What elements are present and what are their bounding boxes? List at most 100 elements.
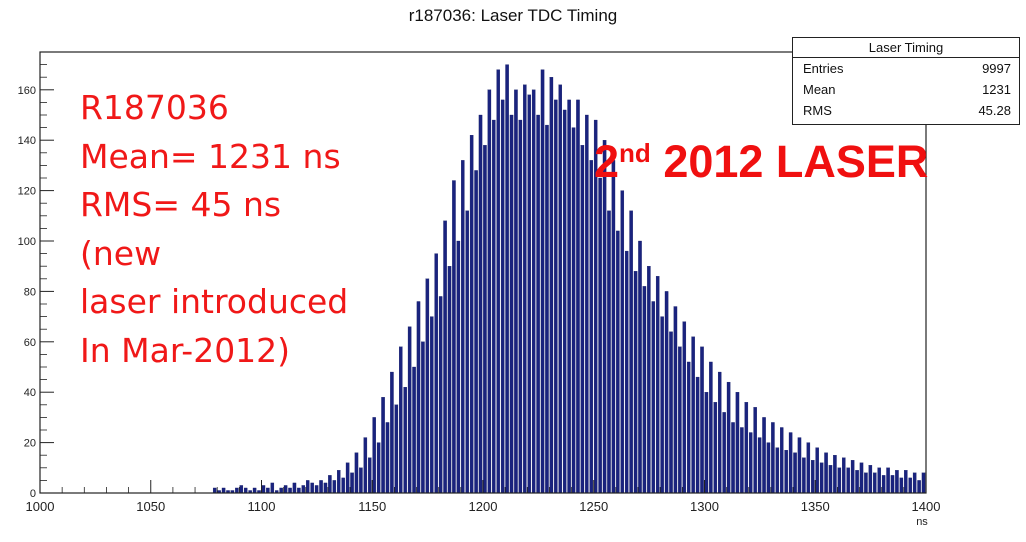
histogram-bar [514, 89, 518, 494]
x-axis-label: ns [916, 516, 928, 528]
histogram-bar [314, 485, 319, 494]
histogram-bar [917, 480, 921, 494]
histogram-bar [407, 326, 412, 494]
stats-label: Mean [803, 82, 836, 97]
histogram-bar [691, 336, 695, 494]
histogram-bar [425, 278, 430, 494]
stats-value: 45.28 [978, 103, 1011, 118]
histogram-bar [607, 210, 611, 494]
histogram-bar [886, 467, 890, 494]
y-tick-label: 20 [24, 438, 36, 450]
histogram-bar [912, 472, 917, 494]
histogram-bar [376, 442, 381, 494]
stats-label: Entries [803, 61, 844, 76]
histogram-bar [780, 427, 784, 494]
x-tick-label: 1250 [579, 499, 608, 514]
histogram-bar [359, 467, 363, 494]
histogram-bar [846, 467, 850, 494]
histogram-bar [452, 180, 456, 494]
histogram-bar [726, 381, 731, 494]
histogram-bar [465, 210, 469, 494]
histogram-bar [496, 69, 500, 494]
histogram-bar [492, 119, 496, 494]
histogram-bar [399, 346, 403, 494]
histogram-bar [766, 442, 771, 494]
histogram-bar [602, 140, 607, 494]
histogram-bar [540, 69, 545, 494]
histogram-bar [221, 487, 226, 494]
x-tick-label: 1100 [248, 499, 276, 514]
histogram-bar [655, 276, 660, 494]
histogram-bar [811, 460, 815, 494]
histogram-bar [500, 99, 505, 494]
histogram-bar [368, 457, 372, 494]
histogram-bar [288, 487, 292, 494]
histogram-bar [562, 109, 567, 494]
histogram-bar [722, 412, 726, 494]
histogram-bar [620, 190, 625, 494]
annotation-line: Mean= 1231 ns [80, 136, 341, 176]
histogram-bar [651, 301, 656, 494]
histogram-bar [523, 84, 527, 494]
histogram-bar [611, 160, 616, 494]
laser-ordinal-suffix: nd [619, 138, 651, 168]
histogram-bar [283, 485, 288, 494]
y-tick-label: 120 [18, 186, 36, 198]
histogram-bar [252, 487, 257, 494]
y-tick-label: 0 [30, 488, 36, 500]
histogram-bar [545, 124, 549, 494]
histogram-bar [372, 417, 376, 494]
histogram-bar [904, 470, 908, 494]
histogram-bar [859, 462, 864, 494]
y-tick-label: 60 [24, 337, 36, 349]
histogram-bar [212, 487, 217, 494]
histogram-bar [350, 472, 354, 494]
axes: 1000 1050 1100 1150 1200 1250 1300 1350 1400 ns 0 2… [18, 51, 940, 528]
histogram-bar [567, 99, 571, 494]
histogram-bar [576, 99, 580, 494]
histogram-bar [686, 361, 691, 494]
y-tick-label: 160 [18, 85, 36, 97]
stats-value: 9997 [982, 61, 1011, 76]
histogram-bar [850, 460, 855, 494]
histogram-bar [243, 487, 248, 494]
x-tick-label: 1050 [136, 499, 165, 514]
histogram-bar [292, 482, 297, 494]
y-tick-label: 40 [24, 387, 36, 399]
histogram-bar [266, 487, 270, 494]
histogram-bar [784, 450, 788, 494]
x-tick-label: 1300 [690, 499, 719, 514]
histogram-bar [660, 316, 664, 494]
histogram-bar [337, 470, 341, 494]
histogram-bar [505, 64, 509, 494]
annotation-line: laser introduced [80, 282, 349, 321]
histogram-bar [824, 452, 828, 494]
histogram-bar [434, 253, 438, 494]
histogram-bar [788, 432, 793, 494]
histogram-bar [802, 457, 806, 494]
annotation-line: In Mar-2012) [80, 330, 291, 370]
histogram-bar [833, 455, 837, 494]
histogram-bar [345, 462, 350, 494]
histogram-bar [474, 170, 478, 494]
y-tick-label: 140 [18, 135, 36, 147]
histogram-bar [868, 465, 873, 494]
laser-label: 2nd 2012 LASER [594, 136, 928, 188]
laser-label-rest: 2012 LASER [663, 136, 929, 187]
histogram-bar [828, 465, 833, 494]
laser-ordinal: 2 [594, 136, 620, 187]
histogram-bar [629, 210, 633, 494]
histogram-bar [837, 467, 842, 494]
histogram-bar [877, 467, 881, 494]
histogram-bar [842, 457, 846, 494]
histogram-bar [855, 470, 859, 494]
histogram-bar [819, 462, 824, 494]
histogram-bar [381, 397, 385, 494]
histogram-bar [527, 94, 531, 494]
y-tick-label: 100 [18, 236, 36, 248]
stats-value: 1231 [982, 82, 1011, 97]
histogram-bar [775, 447, 780, 494]
histogram-bar [673, 306, 678, 494]
histogram-bar [797, 437, 802, 494]
histogram-bars [212, 64, 926, 494]
